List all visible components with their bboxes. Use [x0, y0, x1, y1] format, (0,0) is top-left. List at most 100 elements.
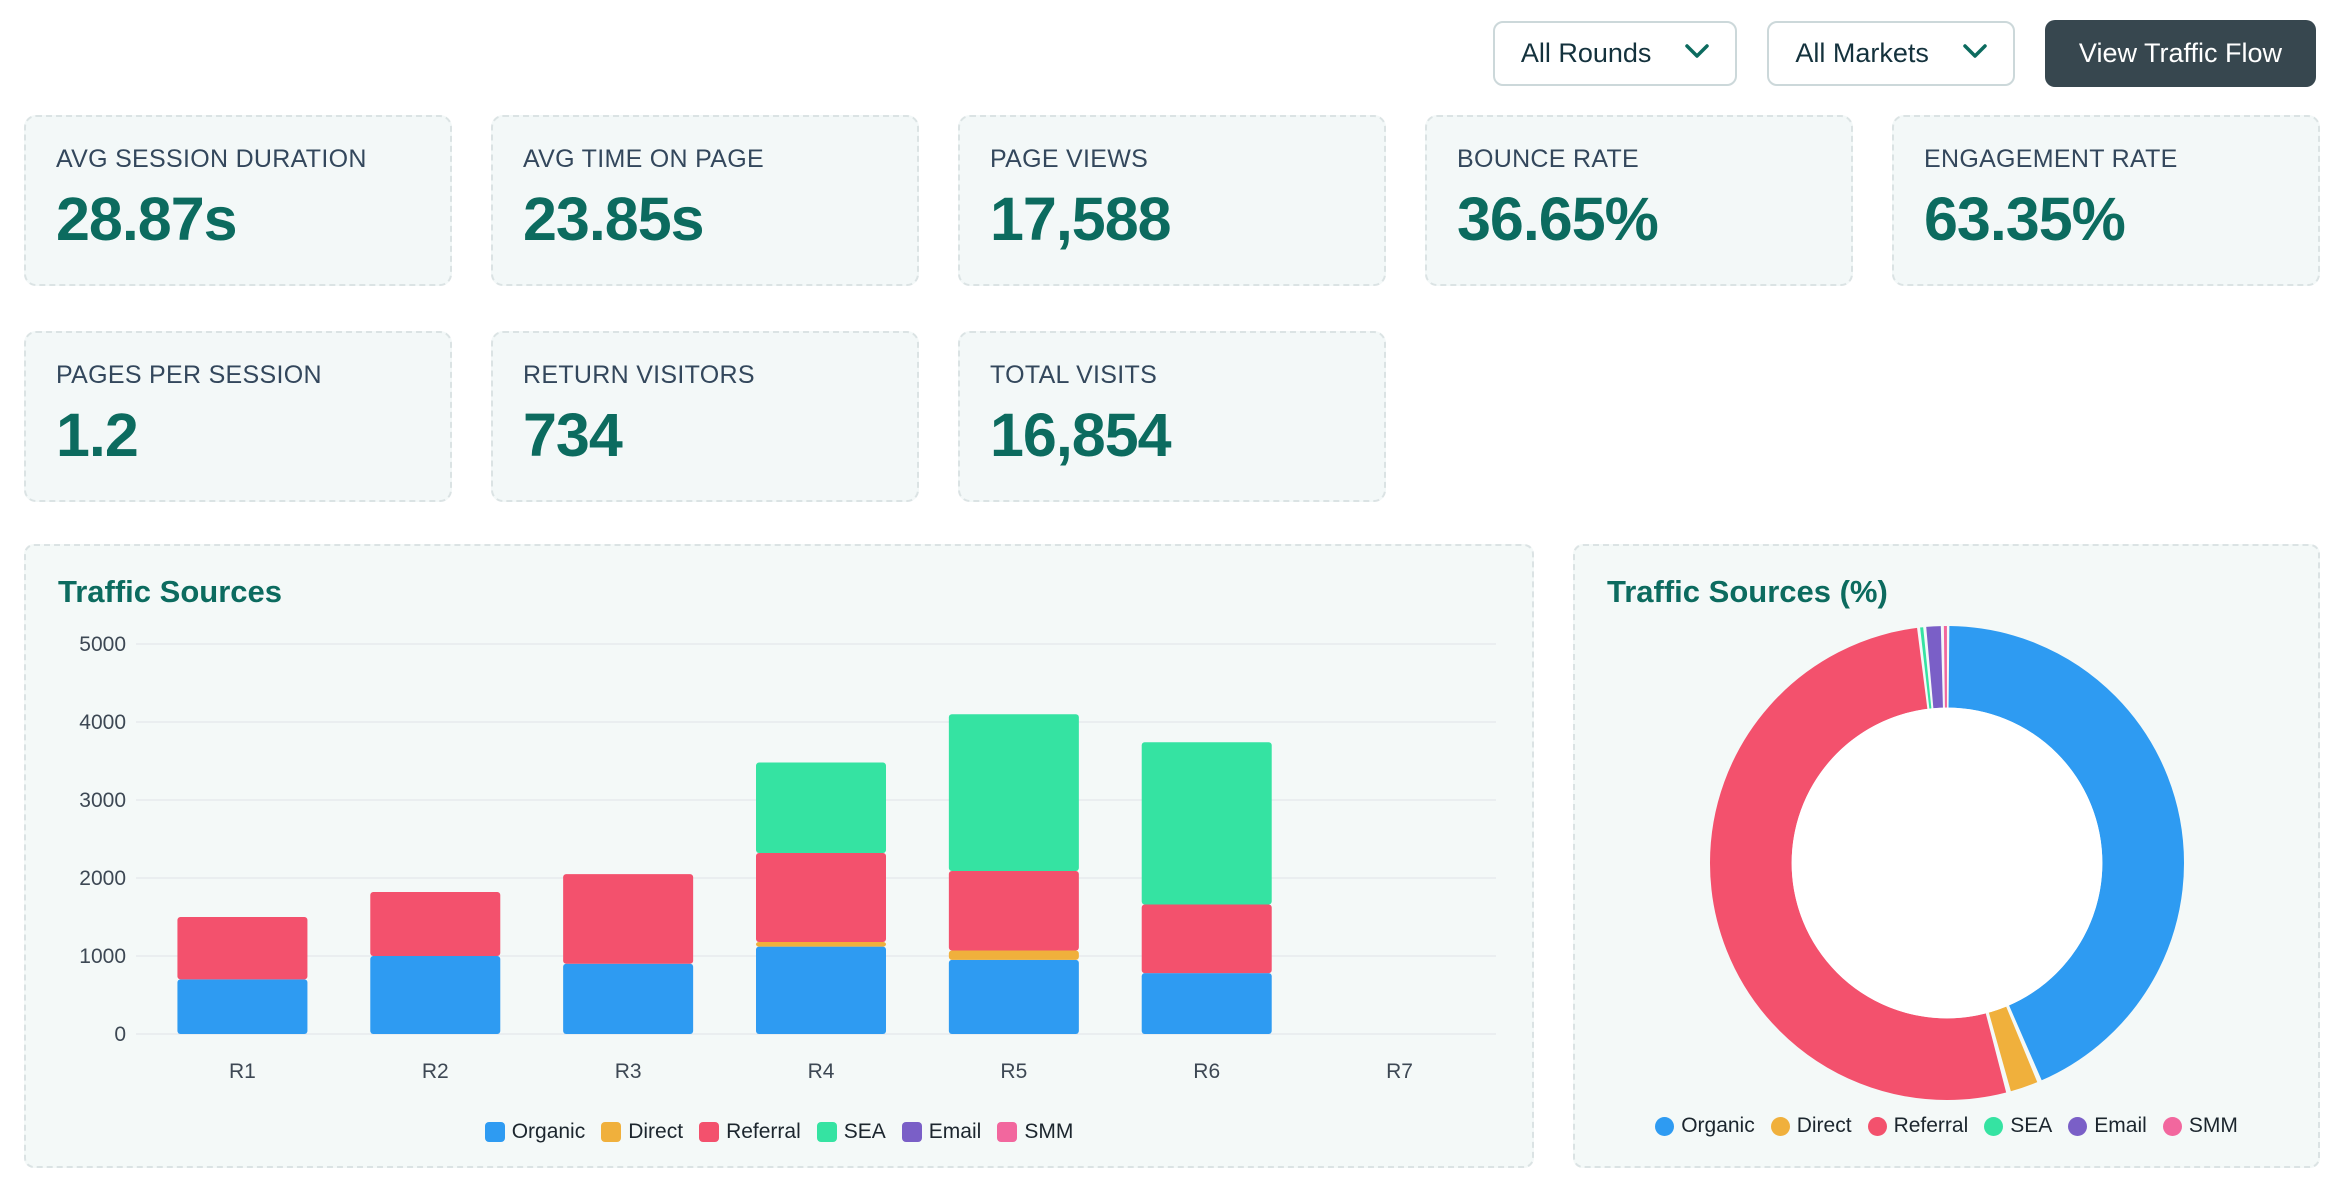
legend-label: Organic: [1681, 1114, 1755, 1137]
donut-chart-legend: Organic Direct Referral SEA Email SMM: [1607, 1114, 2286, 1138]
kpi-label: RETURN VISITORS: [523, 361, 755, 389]
bar-segment-organic: [563, 963, 694, 1034]
kpi-label: PAGES PER SESSION: [56, 361, 322, 389]
legend-item-referral[interactable]: Referral: [699, 1120, 801, 1144]
legend-label: SEA: [2010, 1114, 2053, 1137]
donut-segment-referral: [1709, 625, 2184, 1101]
y-tick-label: 2000: [79, 867, 126, 890]
kpi-card-pages-per-session: PAGES PER SESSION 1.2: [24, 331, 452, 502]
legend-label: SMM: [1024, 1120, 1074, 1143]
legend-item-smm[interactable]: SMM: [2162, 1114, 2238, 1138]
legend-swatch: [699, 1122, 720, 1142]
rounds-filter-value: All Rounds: [1520, 38, 1652, 68]
kpi-card-avg-session-duration: AVG SESSION DURATION 28.87s: [24, 115, 452, 286]
kpi-value: 63.35%: [1924, 185, 2126, 253]
kpi-value: 17,588: [990, 185, 1172, 253]
chevron-down-icon: [1685, 43, 1710, 64]
legend-item-email[interactable]: Email: [2068, 1114, 2147, 1138]
legend-item-sea[interactable]: SEA: [816, 1120, 886, 1144]
kpi-value: 734: [523, 401, 623, 469]
markets-filter-dropdown[interactable]: All Markets: [1767, 21, 2015, 86]
bar-segment-referral: [563, 874, 694, 964]
bar-segment-sea: [1141, 742, 1272, 905]
legend-label: Direct: [628, 1120, 684, 1143]
legend-swatch: [1984, 1116, 2004, 1136]
legend-label: Email: [2094, 1114, 2147, 1137]
traffic-sources-bar-panel: Traffic Sources 0 1000 2000 3000 4000 5000 R1 R…: [24, 544, 1534, 1168]
traffic-sources-donut-panel: Traffic Sources (%) Organic Direct Referra…: [1573, 544, 2320, 1168]
bar-segment-organic: [948, 959, 1079, 1034]
legend-swatch: [997, 1122, 1018, 1142]
legend-label: Organic: [511, 1120, 586, 1143]
donut-segment-organic: [1709, 625, 2184, 1101]
topbar: All Rounds All Markets View Traffic Flow: [0, 0, 2344, 103]
bar-segment-referral: [948, 870, 1079, 951]
kpi-value: 23.85s: [523, 185, 705, 253]
kpi-value: 1.2: [56, 401, 139, 469]
charts-row: Traffic Sources 0 1000 2000 3000 4000 5000 R1 R…: [0, 544, 2344, 1168]
bar-chart-title: Traffic Sources: [58, 574, 282, 609]
legend-swatch: [1655, 1116, 1675, 1136]
legend-item-referral[interactable]: Referral: [1867, 1114, 1969, 1138]
bar-segment-referral: [177, 917, 308, 980]
kpi-label: ENGAGEMENT RATE: [1924, 145, 2178, 173]
y-tick-label: 3000: [79, 789, 126, 812]
kpi-card-return-visitors: RETURN VISITORS 734: [491, 331, 919, 502]
bar-segment-referral: [756, 853, 886, 942]
kpi-value: 28.87s: [56, 185, 238, 253]
legend-swatch: [2162, 1116, 2182, 1136]
y-tick-label: 1000: [79, 945, 126, 968]
legend-swatch: [2068, 1116, 2088, 1136]
legend-item-organic[interactable]: Organic: [1655, 1114, 1755, 1138]
view-traffic-flow-button[interactable]: View Traffic Flow: [2044, 20, 2316, 87]
traffic-sources-donut-chart: [1709, 625, 2184, 1101]
donut-hole: [1791, 707, 2102, 1019]
x-tick-label: R2: [422, 1060, 449, 1083]
y-tick-label: 0: [114, 1023, 126, 1046]
bar-segment-organic: [177, 979, 308, 1034]
x-tick-label: R1: [229, 1060, 256, 1083]
legend-item-direct[interactable]: Direct: [601, 1120, 683, 1144]
rounds-filter-dropdown[interactable]: All Rounds: [1492, 21, 1738, 86]
x-tick-label: R3: [615, 1060, 642, 1083]
legend-item-email[interactable]: Email: [901, 1120, 982, 1144]
donut-chart-title: Traffic Sources (%): [1607, 574, 1888, 609]
bar-segment-organic: [756, 946, 886, 1034]
bar-segment-organic: [1141, 973, 1272, 1034]
legend-label: SEA: [843, 1120, 886, 1143]
kpi-value: 36.65%: [1457, 185, 1659, 253]
kpi-grid: AVG SESSION DURATION 28.87s AVG TIME ON …: [0, 115, 2344, 502]
legend-swatch: [1770, 1116, 1790, 1136]
traffic-sources-bar-chart: 0 1000 2000 3000 4000 5000 R1 R2 R3 R4 R5 R6 R7: [79, 633, 1496, 1083]
legend-item-direct[interactable]: Direct: [1770, 1114, 1852, 1138]
legend-swatch: [484, 1122, 505, 1142]
kpi-label: PAGE VIEWS: [990, 145, 1149, 173]
legend-item-smm[interactable]: SMM: [997, 1120, 1073, 1144]
kpi-card-total-visits: TOTAL VISITS 16,854: [958, 331, 1386, 502]
x-tick-label: R5: [1000, 1060, 1027, 1083]
legend-label: Referral: [1893, 1114, 1969, 1137]
kpi-card-page-views: PAGE VIEWS 17,588: [958, 115, 1386, 286]
kpi-label: AVG TIME ON PAGE: [523, 145, 764, 173]
bar-segment-sea: [756, 762, 886, 854]
x-tick-label: R4: [808, 1060, 835, 1083]
legend-label: SMM: [2188, 1114, 2238, 1137]
legend-label: Email: [928, 1120, 982, 1143]
legend-swatch: [601, 1122, 622, 1142]
legend-label: Referral: [726, 1120, 801, 1143]
bar-segment-organic: [370, 956, 501, 1034]
markets-filter-value: All Markets: [1795, 38, 1929, 68]
bar-segment-referral: [1141, 904, 1272, 974]
bar-segment-direct: [948, 950, 1079, 960]
legend-item-organic[interactable]: Organic: [484, 1120, 586, 1144]
kpi-label: BOUNCE RATE: [1457, 145, 1640, 173]
bar-segment-sea: [948, 714, 1079, 871]
kpi-card-bounce-rate: BOUNCE RATE 36.65%: [1425, 115, 1853, 286]
legend-swatch: [816, 1122, 837, 1142]
bar-chart-legend: Organic Direct Referral SEA Email SMM: [58, 1120, 1500, 1144]
kpi-label: AVG SESSION DURATION: [56, 145, 367, 173]
kpi-value: 16,854: [990, 401, 1172, 469]
legend-item-sea[interactable]: SEA: [1984, 1114, 2052, 1138]
kpi-card-avg-time-on-page: AVG TIME ON PAGE 23.85s: [491, 115, 919, 286]
kpi-label: TOTAL VISITS: [990, 361, 1158, 389]
